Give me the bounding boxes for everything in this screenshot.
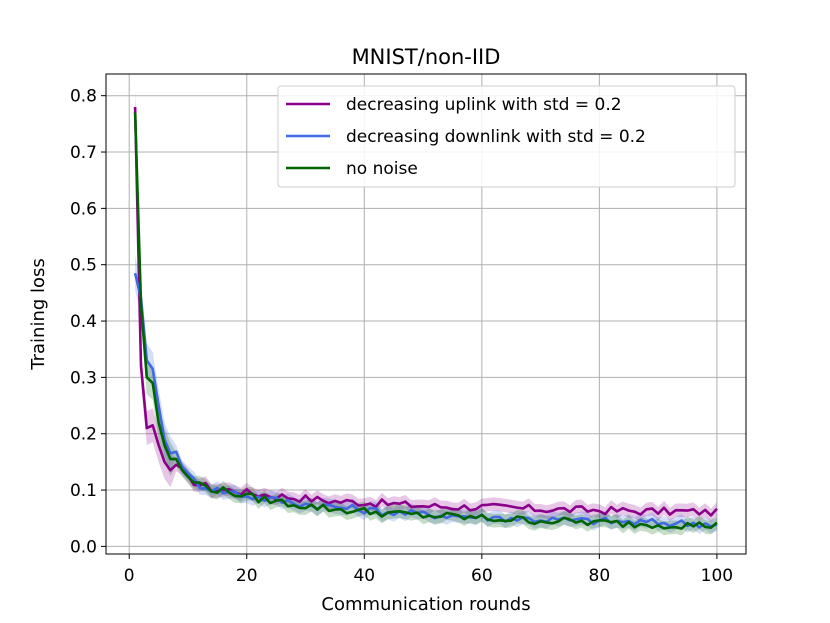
series-line (133, 112, 718, 530)
axis-ticks: 0 20 40 60 80 100 0.0 0.1 0.2 0.3 0.4 0.5 0.6 0.7 0.8 (70, 87, 733, 586)
series-line (133, 272, 718, 529)
legend: decreasing uplink with std = 0.2 decreasi… (277, 85, 736, 188)
x-tick-label: 20 (236, 566, 258, 586)
legend-box (277, 85, 736, 188)
y-tick-label: 0.8 (70, 87, 97, 107)
plot-frame (105, 73, 747, 555)
y-axis-title: Training loss (28, 258, 49, 371)
y-tick-label: 0.1 (70, 481, 97, 501)
y-tick-label: 0.3 (70, 368, 97, 388)
x-tick-label: 80 (589, 566, 611, 586)
legend-label: decreasing uplink with std = 0.2 (346, 95, 622, 115)
series-lines (133, 106, 718, 530)
y-tick-label: 0.5 (70, 256, 97, 276)
x-tick-label: 100 (701, 566, 733, 586)
y-tick-label: 0.4 (70, 312, 97, 332)
y-tick-label: 0.2 (70, 425, 97, 445)
legend-label: decreasing downlink with std = 0.2 (346, 127, 646, 147)
chart-title: MNIST/non-IID (352, 45, 501, 69)
legend-label: no noise (346, 159, 418, 179)
y-tick-label: 0.0 (70, 537, 97, 557)
x-tick-label: 60 (471, 566, 493, 586)
x-axis-title: Communication rounds (321, 594, 530, 615)
x-tick-label: 40 (353, 566, 375, 586)
y-tick-label: 0.6 (70, 199, 97, 219)
y-tick-label: 0.7 (70, 143, 97, 163)
x-tick-label: 0 (124, 566, 135, 586)
